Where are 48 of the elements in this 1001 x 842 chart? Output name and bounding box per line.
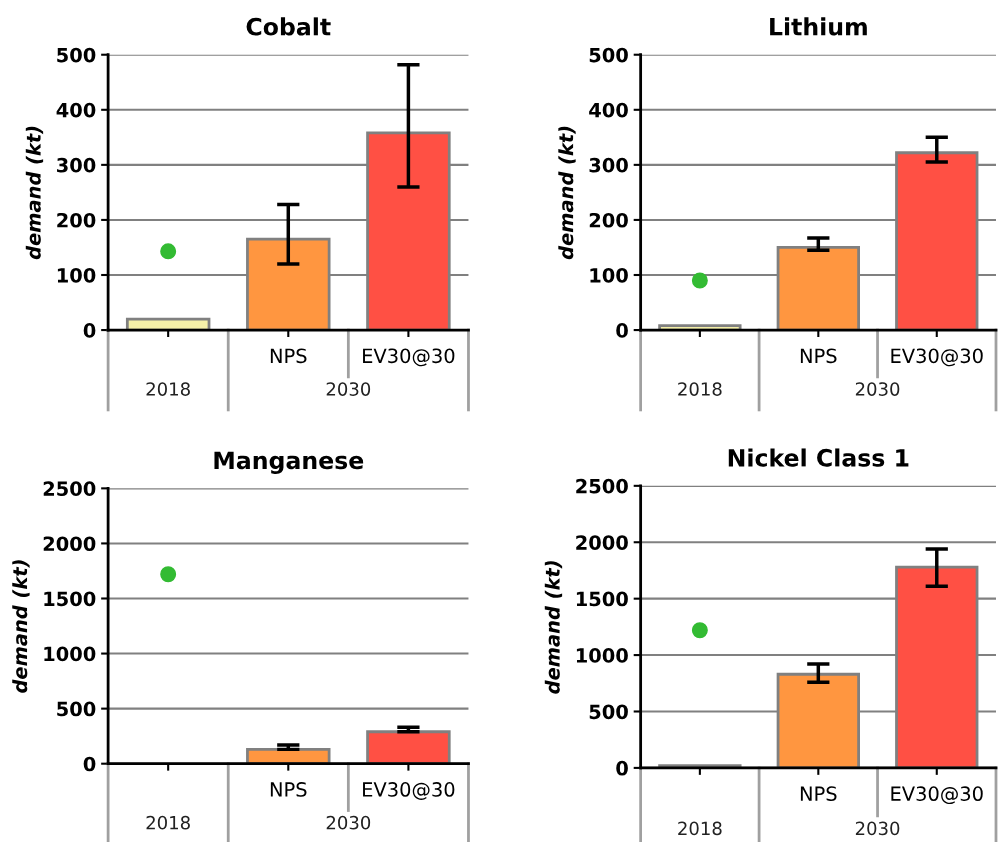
chart-title: Manganese <box>214 451 364 475</box>
y-axis-title: demand (kt) <box>12 560 30 693</box>
text: 2018 <box>146 815 190 830</box>
y-tick-label: 0 <box>83 323 96 338</box>
y-tick-label: 200 <box>589 212 628 228</box>
y-axis-title: demand (kt) <box>25 126 44 260</box>
x-tick-label: NPS <box>270 348 307 364</box>
y-tick-label: 1000 <box>576 648 628 663</box>
y-tick-label: 0 <box>616 323 628 338</box>
y-tick-label: 0 <box>616 760 628 776</box>
y-tick-label: 1000 <box>44 646 96 662</box>
y-tick-label: 400 <box>56 102 96 118</box>
chart-title: Nickel Class 1 <box>728 448 909 467</box>
y-tick-label: 300 <box>589 157 628 173</box>
y-tick-label: 100 <box>57 267 96 283</box>
y-tick-label: 1500 <box>44 591 96 607</box>
y-tick-label: 0 <box>83 756 96 772</box>
y-tick-label: 500 <box>589 47 628 63</box>
y-tick-label: 500 <box>57 701 96 717</box>
x-tick-label: EV30@30 <box>363 782 455 800</box>
chart-title: Lithium <box>770 17 867 36</box>
y-tick-label: 2000 <box>43 536 96 552</box>
y-tick-label: 2000 <box>576 535 628 550</box>
text: 2030 <box>326 815 371 830</box>
x-tick-label: NPS <box>800 786 837 802</box>
y-tick-label: 300 <box>57 157 96 173</box>
y-tick-label: 2500 <box>576 478 628 494</box>
y-tick-label: 400 <box>589 102 628 118</box>
x-tick-label: NPS <box>800 348 837 364</box>
y-tick-label: 2500 <box>43 481 96 497</box>
text: 2030 <box>855 821 900 836</box>
y-tick-label: 200 <box>57 212 96 228</box>
y-axis-title: demand (kt) <box>544 561 563 694</box>
y-tick-label: 1500 <box>576 591 628 607</box>
text: 2030 <box>855 382 900 396</box>
text: 2018 <box>678 821 722 836</box>
x-tick-label: NPS <box>270 782 307 797</box>
y-tick-label: 500 <box>57 47 96 63</box>
x-tick-label: EV30@30 <box>363 348 455 367</box>
text: 2018 <box>146 382 190 396</box>
y-tick-label: 100 <box>590 267 628 283</box>
y-axis-title: demand (kt) <box>558 126 576 260</box>
y-tick-label: 500 <box>589 704 628 720</box>
text: 2030 <box>326 382 371 396</box>
x-tick-label: EV30@30 <box>891 348 983 367</box>
chart-title: Cobalt <box>246 17 331 36</box>
x-tick-label: EV30@30 <box>891 786 983 805</box>
text: 2018 <box>678 382 722 396</box>
